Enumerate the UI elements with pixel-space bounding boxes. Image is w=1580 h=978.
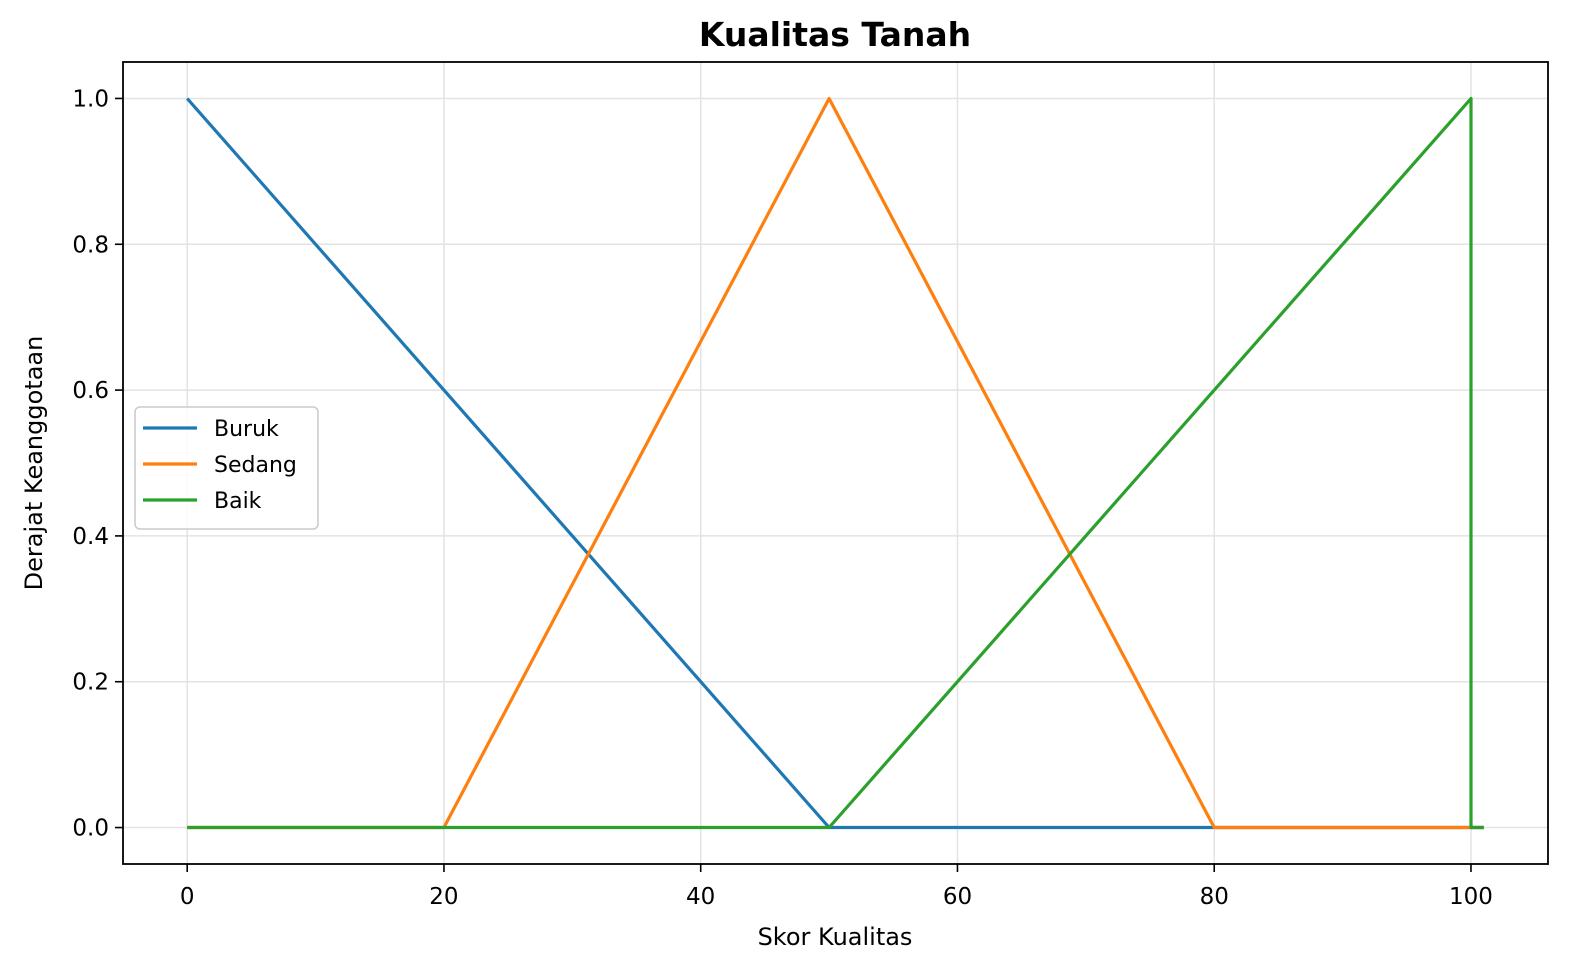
y-tick-label-4: 0.8 [72, 232, 109, 258]
y-tick-label-5: 1.0 [72, 86, 109, 112]
x-tick-label-4: 80 [1200, 884, 1229, 910]
x-axis: 0 20 40 60 80 100 [180, 864, 1493, 910]
series-line-buruk [185, 97, 1484, 830]
y-tick-label-0: 0.0 [72, 816, 109, 842]
x-tick-label-0: 0 [180, 884, 195, 910]
legend-label-buruk: Buruk [214, 417, 279, 442]
x-tick-label-2: 40 [686, 884, 715, 910]
series-group [185, 96, 1484, 830]
plot-frame [122, 61, 1549, 865]
chart-title: Kualitas Tanah [699, 15, 971, 54]
x-axis-label: Skor Kualitas [758, 923, 913, 951]
y-tick-label-2: 0.4 [72, 524, 109, 550]
series-line-sedang [187, 96, 1484, 830]
y-axis-label: Derajat Keanggotaan [20, 336, 48, 591]
series-line-baik [187, 96, 1484, 830]
legend-label-baik: Baik [214, 489, 262, 514]
legend-label-sedang: Sedang [214, 453, 297, 478]
legend: Buruk Sedang Baik [134, 406, 319, 530]
y-axis: 0.0 0.2 0.4 0.6 0.8 1.0 [72, 86, 123, 842]
grid [123, 62, 1548, 864]
x-tick-label-3: 60 [943, 884, 972, 910]
x-tick-label-5: 100 [1449, 884, 1493, 910]
y-tick-label-1: 0.2 [72, 670, 109, 696]
y-tick-label-3: 0.6 [72, 378, 109, 404]
x-tick-label-1: 20 [429, 884, 458, 910]
